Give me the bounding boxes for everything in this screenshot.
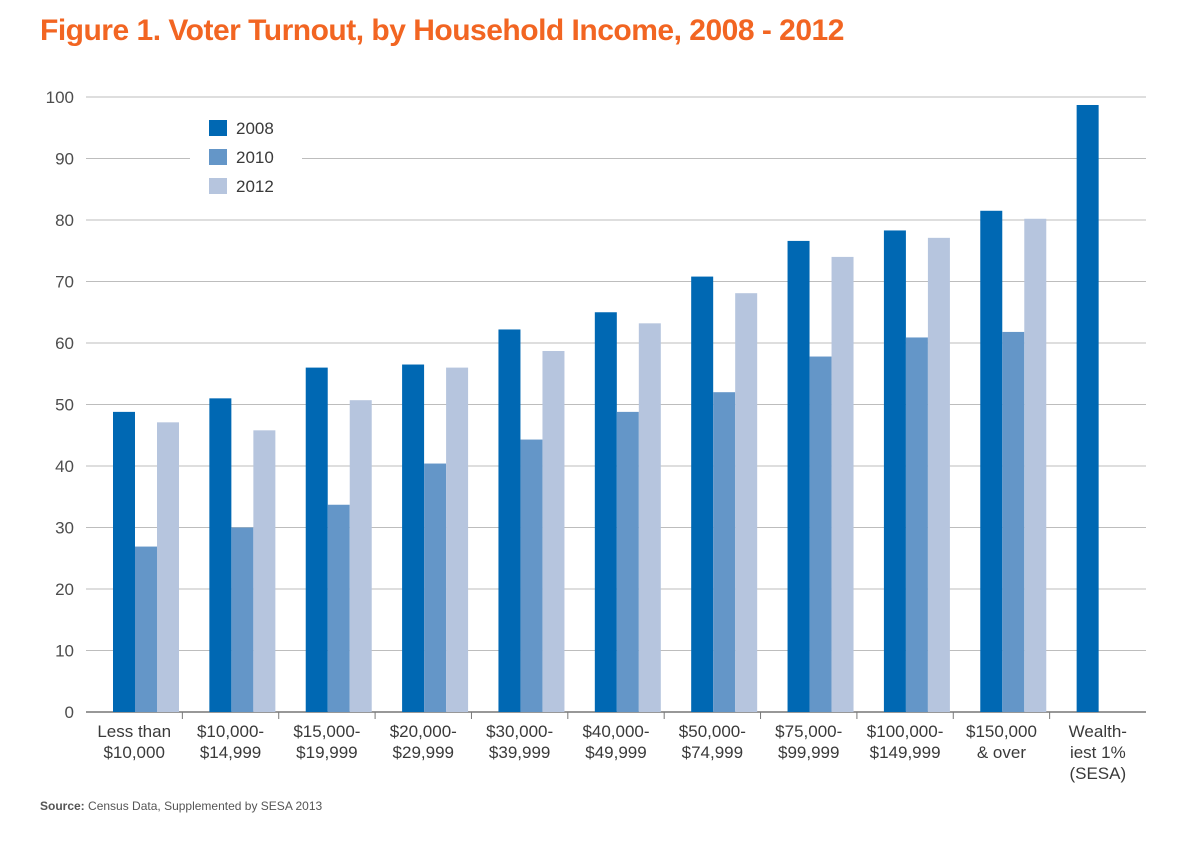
- bar-2008-4: [402, 364, 425, 712]
- x-category-label-line: $100,000-: [867, 722, 944, 741]
- bar-2010-8: [809, 356, 832, 712]
- x-category-label-line: $10,000-: [197, 722, 264, 741]
- y-tick-label-80: 80: [55, 211, 74, 230]
- bar-2008-2: [209, 398, 232, 712]
- x-category-label-line: $40,000-: [582, 722, 649, 741]
- x-category-label-line: $14,999: [200, 743, 261, 762]
- y-tick-label-100: 100: [46, 88, 74, 107]
- legend-label-2012: 2012: [236, 177, 274, 196]
- x-axis-category-labels: Less than $10,000$10,000-$14,999$15,000-$…: [97, 722, 1127, 783]
- y-tick-label-50: 50: [55, 396, 74, 415]
- bar-2010-9: [905, 337, 928, 712]
- bar-2008-11: [1076, 104, 1099, 713]
- bar-2012-10: [1024, 218, 1047, 712]
- x-category-label-line: $74,999: [682, 743, 743, 762]
- bar-2012-2: [253, 430, 276, 712]
- bars: [113, 104, 1099, 713]
- bar-2010-6: [616, 411, 639, 712]
- x-category-label-8: $75,000- $99,999: [775, 722, 842, 762]
- x-category-label-line: $150,000: [966, 722, 1037, 741]
- x-category-label-line: $15,000-: [293, 722, 360, 741]
- bar-2010-1: [135, 546, 157, 712]
- bar-2010-3: [327, 504, 350, 712]
- legend-label-2010: 2010: [236, 148, 274, 167]
- bar-2012-8: [831, 256, 854, 712]
- x-category-label-line: $30,000-: [486, 722, 553, 741]
- x-category-label-line: $75,000-: [775, 722, 842, 741]
- y-tick-label-90: 90: [55, 150, 74, 169]
- x-category-label-9: $100,000- $149,999: [867, 722, 944, 762]
- bar-2008-9: [883, 230, 906, 712]
- x-category-label-3: $15,000- $19,999: [293, 722, 360, 762]
- x-category-label-line: $39,999: [489, 743, 550, 762]
- bar-2008-7: [691, 276, 714, 712]
- bar-2010-7: [713, 392, 736, 712]
- bar-2012-4: [446, 367, 469, 712]
- bar-2010-5: [520, 439, 543, 712]
- bar-2010-10: [1002, 331, 1025, 712]
- bar-2008-6: [594, 312, 617, 712]
- y-tick-label-30: 30: [55, 519, 74, 538]
- x-category-label-line: $99,999: [778, 743, 839, 762]
- bar-2008-1: [113, 411, 135, 712]
- y-axis-tick-labels: 0 10 20 30 40 50 60 70 80 90 100: [46, 88, 74, 722]
- bar-2012-7: [735, 293, 758, 712]
- x-category-label-line: $20,000-: [390, 722, 457, 741]
- x-category-label-6: $40,000- $49,999: [582, 722, 649, 762]
- legend-swatch-2012: [209, 178, 227, 194]
- y-tick-label-40: 40: [55, 457, 74, 476]
- y-tick-label-0: 0: [65, 703, 74, 722]
- x-category-label-2: $10,000- $14,999: [197, 722, 264, 762]
- bar-2010-2: [231, 527, 254, 712]
- bar-2008-3: [305, 367, 328, 712]
- x-category-label-1: Less than $10,000: [97, 722, 171, 762]
- y-tick-label-60: 60: [55, 334, 74, 353]
- bar-2010-4: [424, 463, 447, 712]
- chart-title: Figure 1. Voter Turnout, by Household In…: [40, 14, 844, 47]
- source-label: Source:: [40, 799, 85, 813]
- x-category-label-line: (SESA): [1069, 764, 1126, 783]
- legend-swatch-2010: [209, 149, 227, 165]
- x-category-label-line: $49,999: [585, 743, 646, 762]
- x-category-label-4: $20,000- $29,999: [390, 722, 457, 762]
- x-category-label-line: Wealth-: [1069, 722, 1127, 741]
- x-category-label-line: iest 1%: [1070, 743, 1126, 762]
- bar-2012-1: [157, 422, 179, 712]
- bar-2008-8: [787, 240, 810, 712]
- bar-2008-5: [498, 329, 521, 712]
- x-category-label-line: $19,999: [296, 743, 357, 762]
- bar-2008-10: [980, 210, 1003, 712]
- bar-2012-3: [349, 400, 372, 712]
- source-text: Census Data, Supplemented by SESA 2013: [88, 799, 323, 813]
- x-category-label-line: $50,000-: [679, 722, 746, 741]
- y-tick-label-70: 70: [55, 273, 74, 292]
- x-category-label-line: Less than: [97, 722, 171, 741]
- legend-label-2008: 2008: [236, 119, 274, 138]
- y-tick-label-10: 10: [55, 642, 74, 661]
- x-category-label-line: $10,000: [103, 743, 164, 762]
- source-note: Source: Census Data, Supplemented by SES…: [40, 799, 322, 813]
- y-tick-label-20: 20: [55, 580, 74, 599]
- x-category-label-11: Wealth-iest 1% (SESA): [1069, 722, 1127, 783]
- x-category-label-5: $30,000- $39,999: [486, 722, 553, 762]
- legend-background: [190, 114, 302, 202]
- x-category-label-7: $50,000- $74,999: [679, 722, 746, 762]
- legend-swatch-2008: [209, 120, 227, 136]
- x-category-label-line: & over: [977, 743, 1026, 762]
- x-category-label-10: $150,000 & over: [966, 722, 1037, 762]
- x-category-label-line: $29,999: [393, 743, 454, 762]
- x-category-label-line: $149,999: [870, 743, 941, 762]
- legend: 2008 2010 2012: [190, 114, 302, 202]
- bar-2012-6: [638, 323, 661, 712]
- bar-2012-5: [542, 350, 565, 712]
- bar-2012-9: [927, 237, 950, 712]
